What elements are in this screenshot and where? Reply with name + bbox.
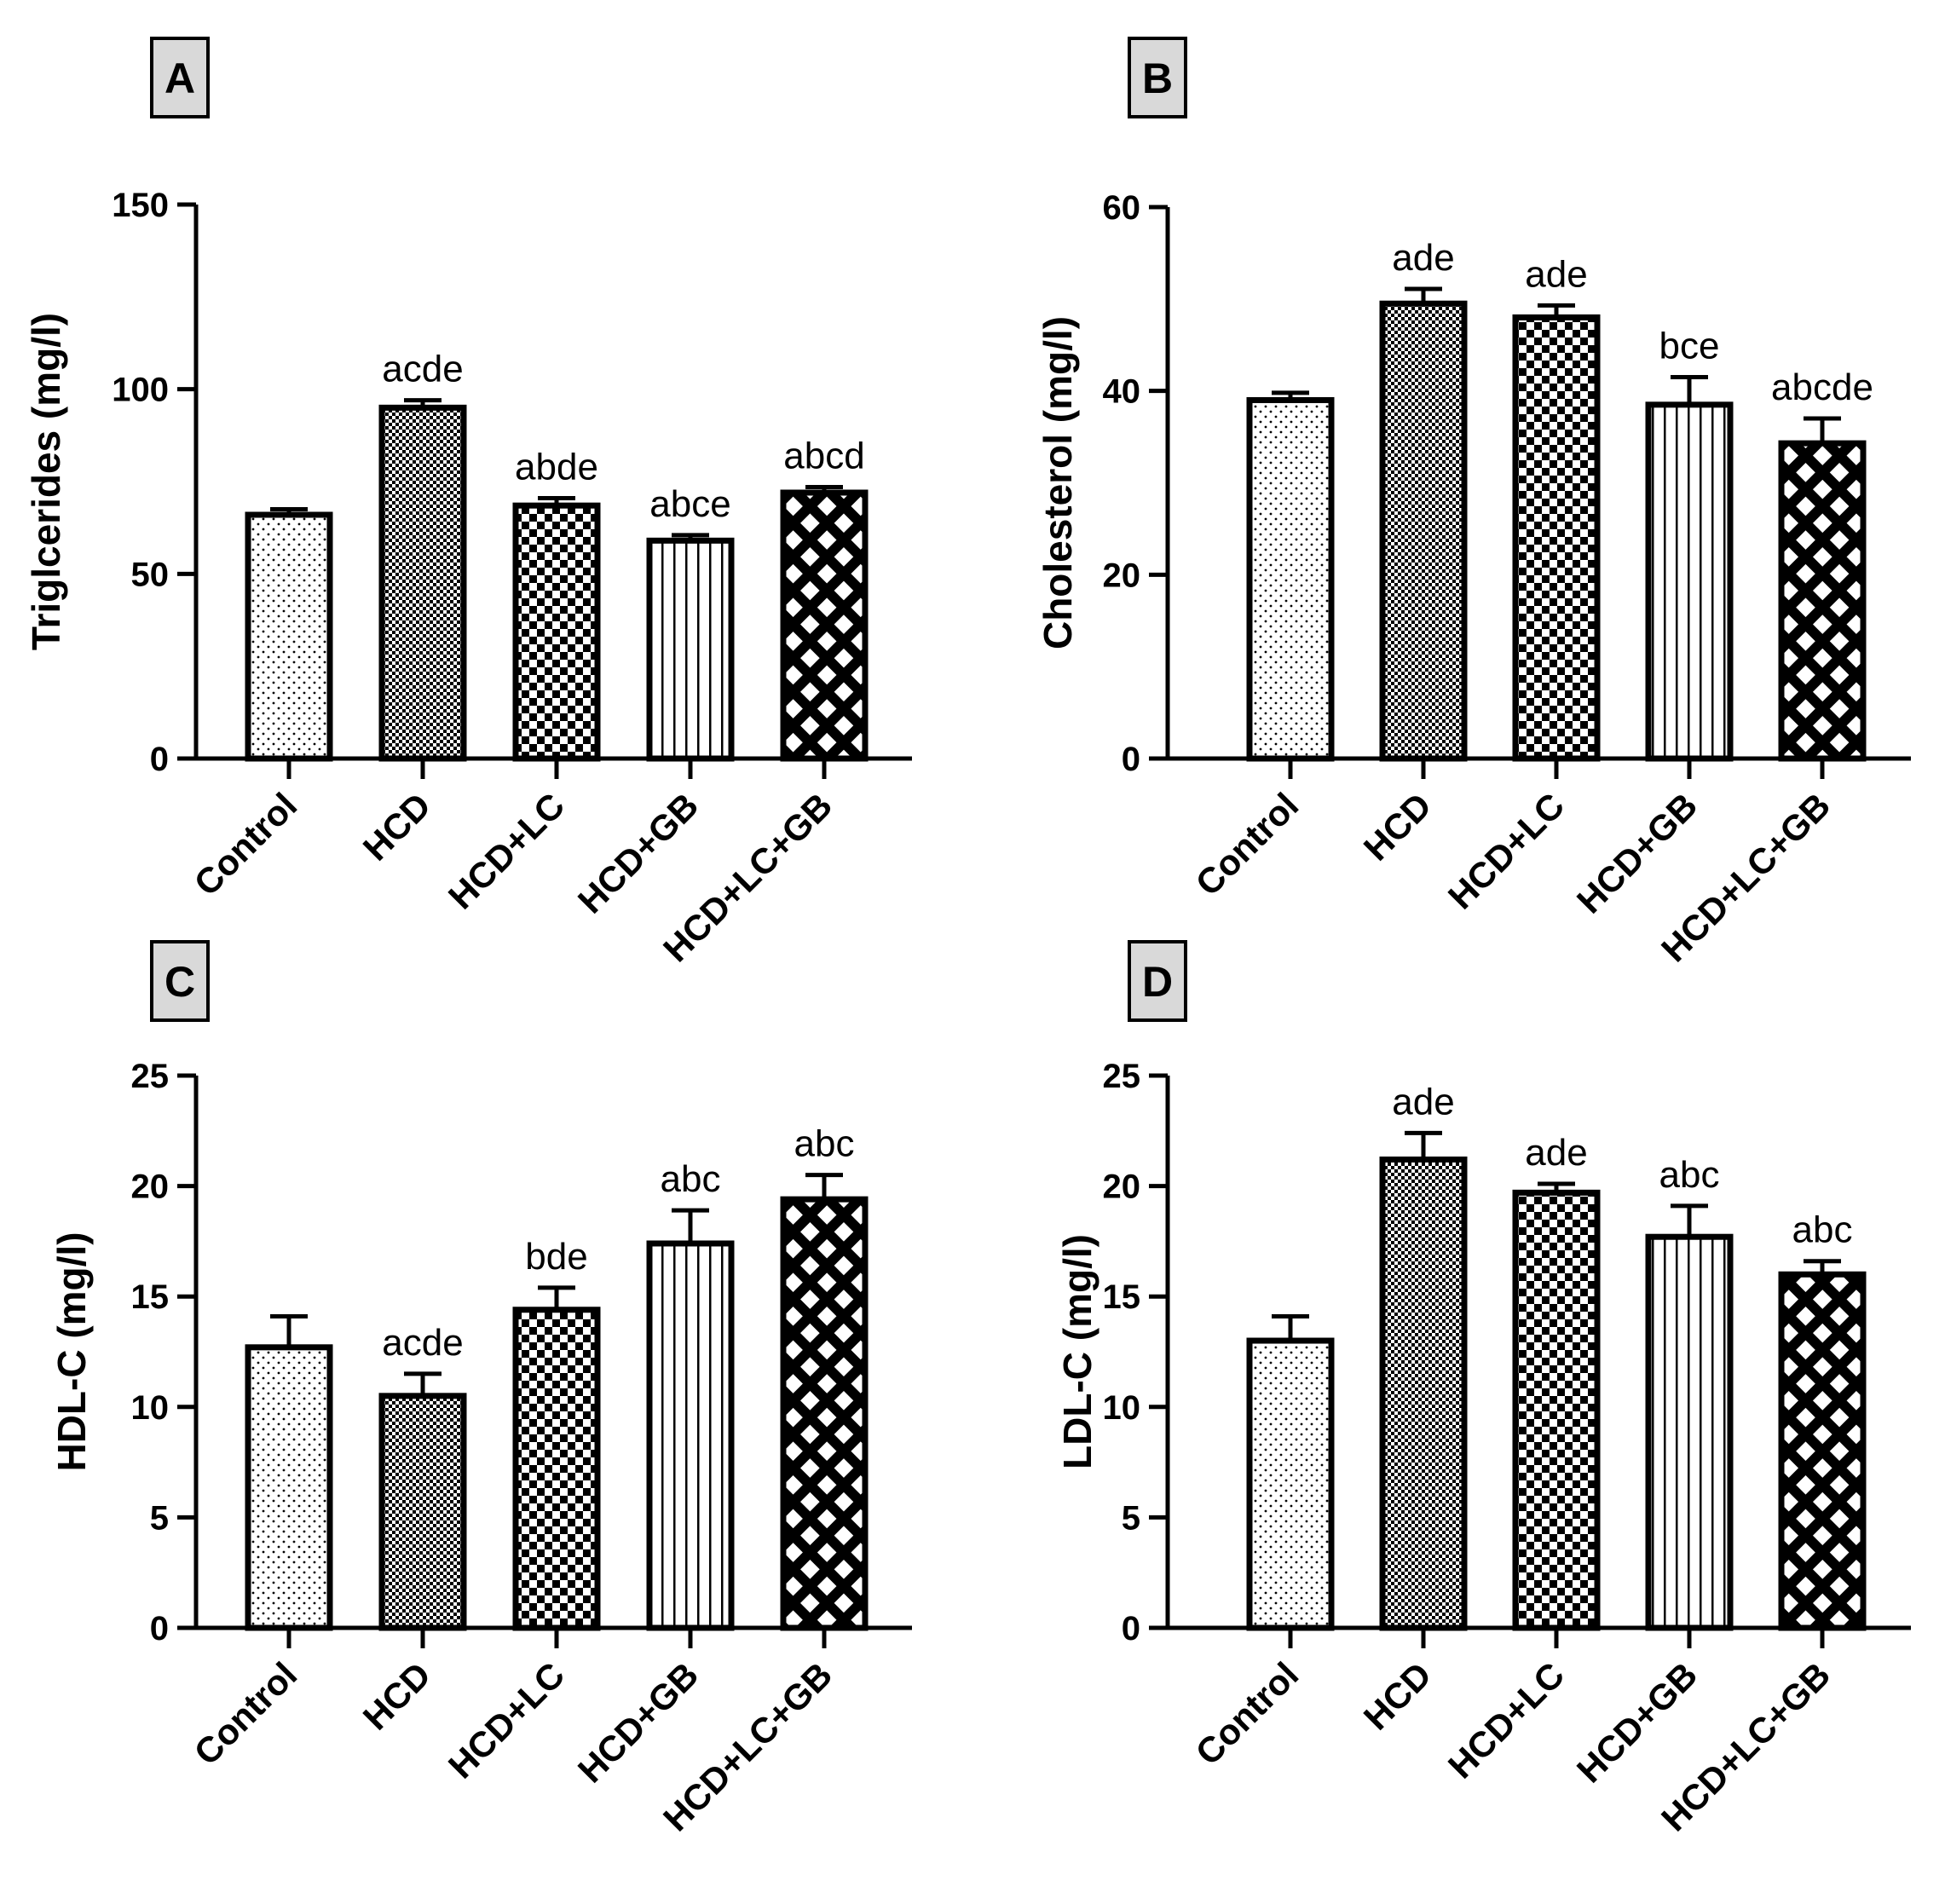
x-tick-label: HCD+LC	[441, 785, 573, 917]
panel-label-box	[1128, 940, 1187, 1022]
bar-hcd-lc	[512, 502, 601, 762]
bar-hcd-lc	[1512, 314, 1601, 762]
bar-hcd-gb	[1645, 1233, 1734, 1631]
x-tick-label: HCD	[1356, 1654, 1440, 1738]
significance-label: ade	[1392, 237, 1454, 279]
y-tick-label: 0	[150, 741, 169, 778]
y-tick-label: 20	[1103, 1168, 1141, 1206]
x-tick-label: HCD+GB	[1569, 1654, 1705, 1790]
y-tick-label: 60	[1103, 189, 1141, 227]
significance-label: bde	[525, 1236, 587, 1278]
significance-label: abc	[1792, 1209, 1853, 1251]
x-tick-label: HCD	[1356, 785, 1440, 868]
panel-b: B 0 20 40 60 Cholesterol (mg/l) Control HCD ade H…	[1036, 37, 1911, 970]
y-tick-label: 25	[131, 1058, 170, 1095]
y-axis-label: LDL-C (mg/l)	[1055, 1234, 1099, 1469]
panel-label: D	[1142, 958, 1173, 1006]
panel-label-box	[1128, 37, 1187, 118]
bar-hcd	[378, 1393, 467, 1631]
y-tick-label: 20	[131, 1168, 170, 1206]
bar-hcd-lc-gb	[1778, 1271, 1867, 1631]
x-tick-label: HCD+LC	[441, 1654, 573, 1786]
significance-label: ade	[1525, 253, 1587, 295]
y-tick-label: 50	[131, 556, 170, 593]
panel-d: D 0 5 10 15 20 25 LDL-C (mg/l) Control HCD ade HCD+…	[1055, 940, 1911, 1839]
significance-label: acde	[382, 349, 463, 390]
significance-label: abc	[794, 1123, 855, 1165]
x-tick-label: HCD	[355, 1654, 439, 1738]
significance-label: acde	[382, 1322, 463, 1364]
bar-hcd-lc	[512, 1307, 601, 1631]
x-tick-label: HCD+GB	[570, 1654, 706, 1790]
bar-hcd-gb	[646, 1240, 735, 1631]
panel-label-box	[150, 37, 210, 118]
x-tick-label: Control	[1188, 785, 1307, 903]
bar-hcd	[378, 404, 467, 762]
significance-label: ade	[1392, 1081, 1454, 1122]
y-tick-label: 40	[1103, 373, 1141, 411]
significance-label: abce	[649, 483, 730, 525]
x-tick-label: HCD	[355, 785, 439, 868]
panel-a: A 0 50 100 150 Triglcerides (mg/l) Control HCD a…	[24, 37, 912, 970]
y-tick-label: 10	[1103, 1389, 1141, 1427]
panel-c: C 0 5 10 15 20 25 HDL-C (mg/l) Control HCD acde HCD…	[49, 940, 912, 1839]
y-tick-label: 15	[131, 1278, 170, 1316]
y-axis-label: HDL-C (mg/l)	[49, 1232, 94, 1471]
bar-control	[1246, 1337, 1335, 1631]
y-tick-label: 20	[1103, 557, 1141, 594]
bar-hcd-lc-gb	[780, 489, 869, 762]
bar-control	[245, 511, 333, 762]
y-tick-label: 5	[150, 1499, 169, 1537]
significance-label: abc	[1659, 1154, 1720, 1196]
x-tick-label: Control	[187, 1654, 305, 1773]
x-tick-label: Control	[1188, 1654, 1307, 1773]
significance-label: ade	[1525, 1132, 1587, 1174]
y-tick-label: 150	[112, 187, 169, 224]
panel-label: B	[1142, 55, 1173, 102]
y-tick-label: 0	[1122, 1610, 1140, 1647]
significance-label: abc	[661, 1158, 721, 1200]
bar-control	[1246, 396, 1335, 762]
significance-label: abcd	[783, 436, 864, 477]
x-tick-label: HCD+LC	[1440, 1654, 1573, 1786]
bar-hcd-gb	[1645, 401, 1734, 762]
y-tick-label: 0	[150, 1610, 169, 1647]
significance-label: abde	[515, 447, 598, 488]
bar-control	[245, 1344, 333, 1631]
significance-label: abcde	[1771, 366, 1873, 408]
bar-hcd-lc	[1512, 1189, 1601, 1631]
bar-hcd	[1379, 300, 1468, 762]
bar-hcd-lc-gb	[1778, 440, 1867, 762]
y-tick-label: 15	[1103, 1278, 1141, 1316]
x-tick-label: HCD+LC	[1440, 785, 1573, 917]
y-tick-label: 10	[131, 1389, 170, 1427]
bar-hcd	[1379, 1156, 1468, 1631]
y-tick-label: 25	[1103, 1058, 1141, 1095]
y-axis-label: Triglcerides (mg/l)	[24, 313, 68, 650]
significance-label: bce	[1659, 325, 1720, 366]
x-tick-label: HCD+GB	[1569, 785, 1705, 920]
panel-label: C	[164, 958, 195, 1006]
bar-hcd-gb	[646, 537, 735, 762]
x-tick-label: HCD+GB	[570, 785, 706, 920]
y-axis-label: Cholesterol (mg/l)	[1036, 316, 1080, 649]
panel-label-box	[150, 940, 210, 1022]
panel-label: A	[164, 55, 195, 102]
y-tick-label: 5	[1122, 1499, 1140, 1537]
y-tick-label: 0	[1122, 741, 1140, 778]
x-tick-label: Control	[187, 785, 305, 903]
y-tick-label: 100	[112, 372, 169, 409]
bar-hcd-lc-gb	[780, 1196, 869, 1631]
